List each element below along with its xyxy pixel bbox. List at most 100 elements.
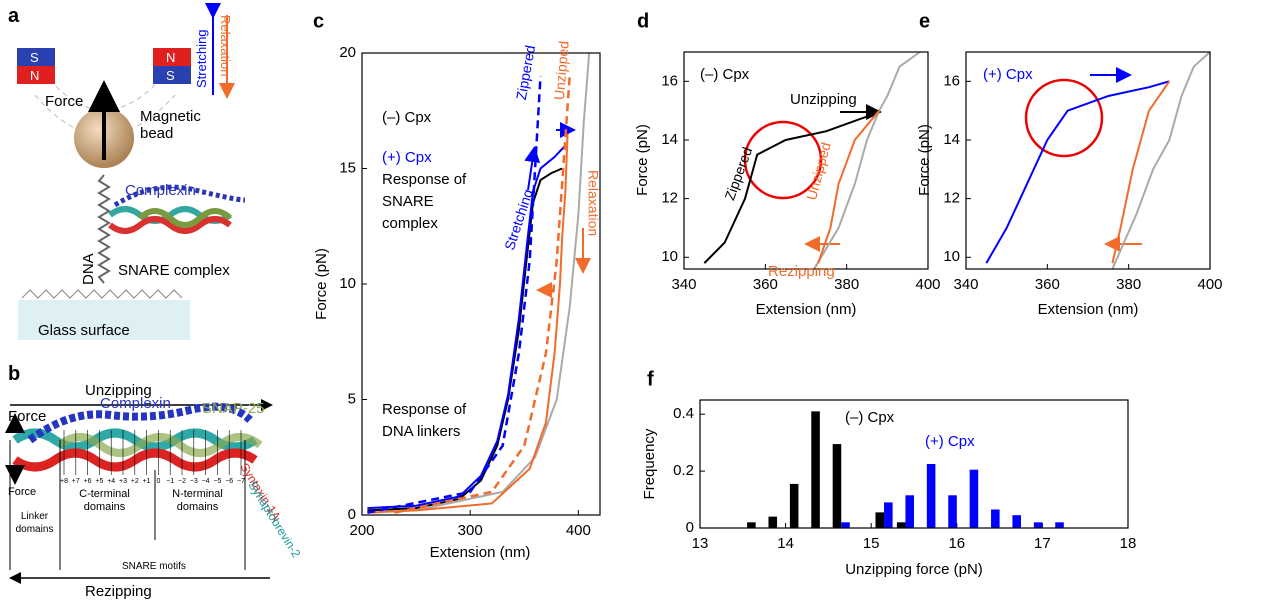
- x-tick-label: 200: [349, 522, 374, 539]
- annotation: (+) Cpx: [983, 66, 1033, 83]
- panel-label: f: [647, 368, 654, 390]
- x-tick-label: 360: [753, 276, 778, 293]
- bar: [969, 469, 979, 528]
- y-tick-label: 10: [943, 248, 960, 265]
- x-tick-label: 16: [948, 535, 965, 552]
- panel-b-drawing: [4, 399, 273, 584]
- label: Force: [8, 486, 37, 498]
- trace: [367, 133, 569, 514]
- label: Force: [45, 93, 84, 110]
- bar: [948, 495, 957, 528]
- layer-label: −2: [178, 478, 186, 485]
- trace: [367, 76, 542, 514]
- y-tick-label: 0: [686, 519, 694, 536]
- bar: [1012, 515, 1021, 528]
- bar: [747, 522, 756, 528]
- x-tick-label: 380: [834, 276, 859, 293]
- label: C-terminal domains: [79, 488, 130, 513]
- trace: [703, 109, 880, 264]
- panel-label: d: [637, 10, 649, 32]
- annotation: (–) Cpx: [700, 66, 750, 83]
- y-tick-label: 12: [661, 190, 678, 207]
- magnet-pole: N: [30, 68, 40, 83]
- panel-label: a: [8, 5, 20, 27]
- y-tick-label: 10: [339, 275, 356, 292]
- label: SNARE complex: [118, 262, 230, 279]
- annotation: Response of: [382, 171, 467, 188]
- panel-label: c: [313, 10, 324, 32]
- x-tick-label: 380: [1116, 276, 1141, 293]
- bar: [991, 509, 1000, 528]
- x-tick-label: 400: [1197, 276, 1222, 293]
- trace: [1111, 80, 1171, 264]
- x-tick-label: 300: [458, 522, 483, 539]
- x-tick-label: 18: [1120, 535, 1137, 552]
- x-tick-label: 400: [566, 522, 591, 539]
- bar: [832, 444, 842, 528]
- dna: [97, 174, 111, 284]
- label: Stretching: [194, 29, 209, 88]
- magnet: [153, 66, 191, 84]
- y-tick-label: 16: [661, 72, 678, 89]
- y-tick-label: 12: [943, 190, 960, 207]
- bar: [884, 502, 893, 528]
- label: SNAP-25: [202, 400, 265, 417]
- label: N-terminal domains: [172, 488, 223, 513]
- layer-label: −1: [166, 478, 174, 485]
- y-axis-label: Frequency: [641, 428, 658, 499]
- annotation: complex: [382, 215, 438, 232]
- layer-label: −7: [237, 478, 245, 485]
- y-tick-label: 14: [661, 131, 678, 148]
- plot-frame: [361, 52, 601, 516]
- plot-frame: [699, 399, 1129, 529]
- bar: [875, 512, 885, 528]
- y-tick-label: 0: [348, 506, 356, 523]
- bar: [789, 483, 799, 528]
- bar: [926, 464, 936, 528]
- label: SNARE motifs: [122, 561, 186, 572]
- plot-frame: [683, 51, 929, 270]
- magnet: [153, 48, 191, 66]
- label: Unzipping: [85, 382, 152, 399]
- bar: [1055, 522, 1064, 528]
- layer-label: +3: [119, 478, 127, 485]
- y-tick-label: 20: [339, 44, 356, 61]
- annotation: Unzipped: [803, 140, 834, 201]
- panel-label: e: [919, 10, 930, 32]
- complexin: [113, 184, 246, 208]
- trace: [817, 110, 880, 264]
- y-axis-label: Force (pN): [916, 124, 933, 196]
- y-tick-label: 5: [348, 390, 356, 407]
- bar: [896, 522, 906, 528]
- label: Rezipping: [85, 583, 152, 600]
- panel-label: b: [8, 363, 21, 385]
- annotation: DNA linkers: [382, 423, 460, 440]
- glass: [18, 300, 190, 340]
- layer-label: −3: [190, 478, 198, 485]
- arrow: [524, 146, 541, 191]
- layer-label: +7: [72, 478, 80, 485]
- magnet: [17, 48, 55, 66]
- annotation: SNARE: [382, 193, 434, 210]
- label: DNA: [80, 253, 97, 285]
- complexin: [27, 402, 253, 444]
- x-tick-label: 340: [671, 276, 696, 293]
- annotation: Zippered: [721, 145, 755, 202]
- y-tick-label: 0.4: [673, 405, 694, 422]
- highlight-circle: [743, 120, 823, 200]
- layer-label: −6: [225, 478, 233, 485]
- layer-label: +4: [107, 478, 115, 485]
- x-tick-label: 400: [915, 276, 940, 293]
- layer-label: 0: [156, 478, 160, 485]
- trace: [367, 144, 567, 510]
- trace: [394, 76, 571, 514]
- x-tick-label: 360: [1035, 276, 1060, 293]
- y-tick-label: 0.2: [673, 462, 694, 479]
- layer-label: −5: [213, 478, 221, 485]
- legend-label: (–) Cpx: [845, 409, 895, 426]
- trace: [813, 51, 921, 270]
- panel-a-drawing: [17, 3, 246, 340]
- label: Complexin: [100, 395, 171, 412]
- annotation: Relaxation: [585, 170, 601, 236]
- y-axis-label: Force (pN): [634, 124, 651, 196]
